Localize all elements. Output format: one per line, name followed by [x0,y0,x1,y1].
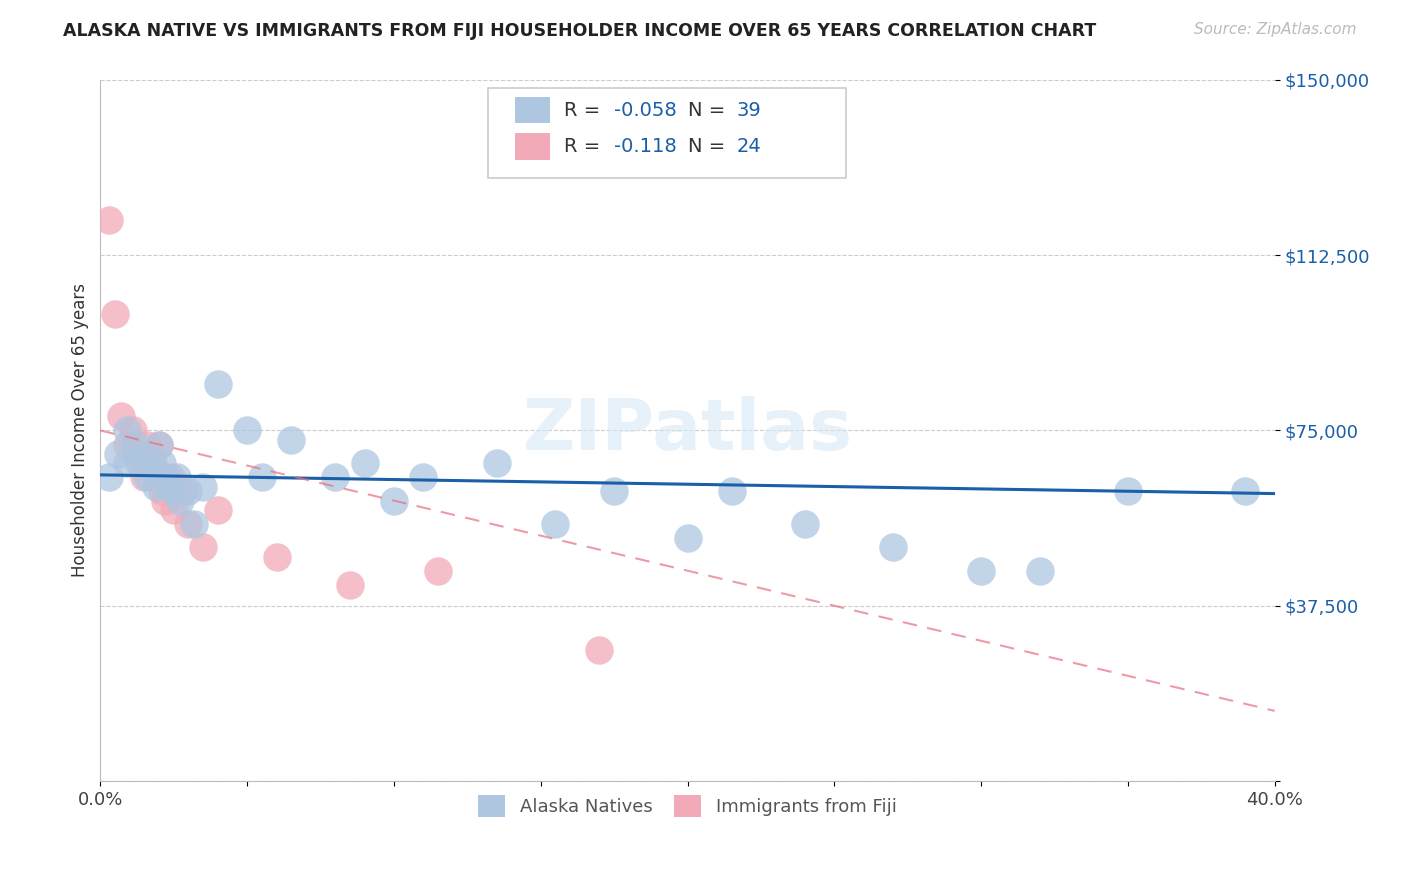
FancyBboxPatch shape [515,133,550,160]
Point [115,437,138,451]
Point [172,484,194,499]
Point [150,456,173,470]
Point [98,470,121,484]
Point [169,493,191,508]
Text: -0.058: -0.058 [613,101,676,120]
Point [412,470,434,484]
Point [121,424,143,438]
Point [98,213,121,227]
Point [177,484,200,499]
Point [427,564,450,578]
Point [107,447,129,461]
Point [1116,484,1139,499]
Point [136,470,159,484]
Point [153,470,176,484]
FancyBboxPatch shape [488,88,846,178]
FancyBboxPatch shape [515,96,550,123]
Y-axis label: Householder Income Over 65 years: Householder Income Over 65 years [72,284,89,577]
Point [485,456,508,470]
Point [191,541,214,555]
Point [323,470,346,484]
Text: N =: N = [688,101,731,120]
Point [156,479,179,493]
Text: Source: ZipAtlas.com: Source: ZipAtlas.com [1194,22,1357,37]
Point [794,516,817,531]
Text: 39: 39 [737,101,762,120]
Point [128,456,150,470]
Text: ALASKA NATIVE VS IMMIGRANTS FROM FIJI HOUSEHOLDER INCOME OVER 65 YEARS CORRELATI: ALASKA NATIVE VS IMMIGRANTS FROM FIJI HO… [63,22,1097,40]
Point [104,307,127,321]
Point [882,541,904,555]
Point [124,447,146,461]
Point [676,531,699,545]
Point [150,484,173,499]
Point [1029,564,1052,578]
Point [134,447,156,461]
Point [603,484,626,499]
Point [110,409,132,424]
Point [177,516,200,531]
Point [136,437,159,451]
Point [145,470,167,484]
Point [191,479,214,493]
Point [339,578,361,592]
Text: N =: N = [688,136,731,156]
Point [148,437,170,451]
Point [720,484,742,499]
Legend: Alaska Natives, Immigrants from Fiji: Alaska Natives, Immigrants from Fiji [471,788,904,824]
Point [134,470,156,484]
Point [207,376,229,391]
Point [115,424,138,438]
Point [124,437,146,451]
Point [353,456,375,470]
Point [148,437,170,451]
Point [970,564,993,578]
Point [382,493,405,508]
Point [142,456,165,470]
Point [153,493,176,508]
Point [145,479,167,493]
Point [131,456,153,470]
Point [207,503,229,517]
Text: ZIPatlas: ZIPatlas [523,396,852,465]
Point [266,549,288,564]
Text: R =: R = [564,101,607,120]
Point [588,643,610,657]
Point [236,424,259,438]
Point [1234,484,1257,499]
Point [250,470,273,484]
Point [115,456,138,470]
Point [166,470,188,484]
Text: -0.118: -0.118 [613,136,676,156]
Point [280,433,302,447]
Text: R =: R = [564,136,607,156]
Point [142,461,165,475]
Text: 24: 24 [737,136,762,156]
Point [544,516,567,531]
Point [159,470,181,484]
Point [163,503,186,517]
Point [163,484,186,499]
Point [183,516,205,531]
